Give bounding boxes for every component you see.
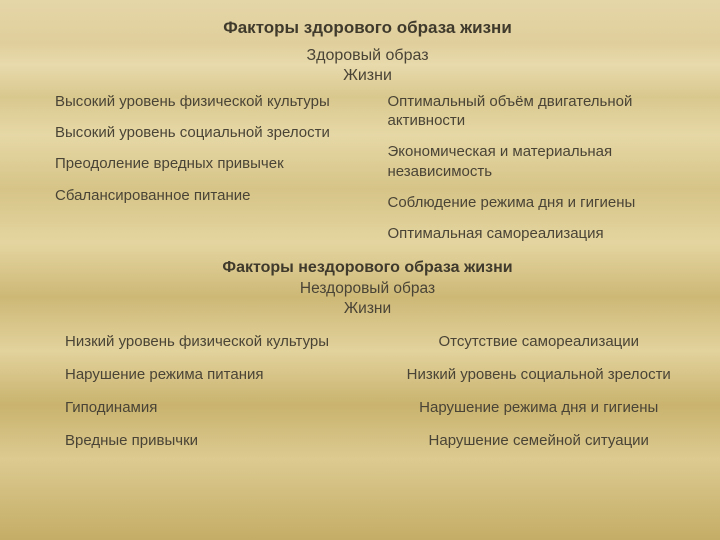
unhealthy-right-col: Отсутствие самореализации Низкий уровень… — [368, 332, 691, 465]
healthy-subtitle: Здоровый образ Жизни — [55, 46, 680, 86]
list-item: Вредные привычки — [65, 431, 348, 450]
list-item: Низкий уровень физической культуры — [65, 332, 348, 351]
healthy-right-col: Оптимальный объём двигательной активност… — [358, 92, 681, 255]
list-item: Экономическая и материальная независимос… — [388, 142, 671, 180]
healthy-title: Факторы здорового образа жизни — [55, 18, 680, 38]
unhealthy-title: Факторы нездорового образа жизни — [55, 259, 680, 277]
list-item: Нарушение режима дня и гигиены — [398, 398, 681, 417]
unhealthy-columns: Низкий уровень физической культуры Наруш… — [55, 332, 690, 465]
unhealthy-subtitle-l2: Жизни — [344, 300, 391, 317]
list-item: Гиподинамия — [65, 398, 348, 417]
healthy-subtitle-l1: Здоровый образ — [306, 47, 428, 64]
list-item: Оптимальный объём двигательной активност… — [388, 92, 671, 130]
list-item: Высокий уровень физической культуры — [55, 92, 338, 111]
list-item: Низкий уровень социальной зрелости — [398, 365, 681, 384]
list-item: Нарушение режима питания — [65, 365, 348, 384]
list-item: Соблюдение режима дня и гигиены — [388, 193, 671, 212]
list-item: Отсутствие самореализации — [398, 332, 681, 351]
healthy-subtitle-l2: Жизни — [343, 67, 392, 84]
list-item: Нарушение семейной ситуации — [398, 431, 681, 450]
unhealthy-subtitle-l1: Нездоровый образ — [300, 280, 435, 297]
list-item: Оптимальная самореализация — [388, 224, 671, 243]
list-item: Сбалансированное питание — [55, 186, 338, 205]
list-item: Высокий уровень социальной зрелости — [55, 123, 338, 142]
unhealthy-subtitle: Нездоровый образ Жизни — [55, 279, 680, 318]
healthy-left-col: Высокий уровень физической культуры Высо… — [55, 92, 358, 255]
list-item: Преодоление вредных привычек — [55, 154, 338, 173]
unhealthy-left-col: Низкий уровень физической культуры Наруш… — [65, 332, 368, 465]
healthy-columns: Высокий уровень физической культуры Высо… — [55, 92, 680, 255]
